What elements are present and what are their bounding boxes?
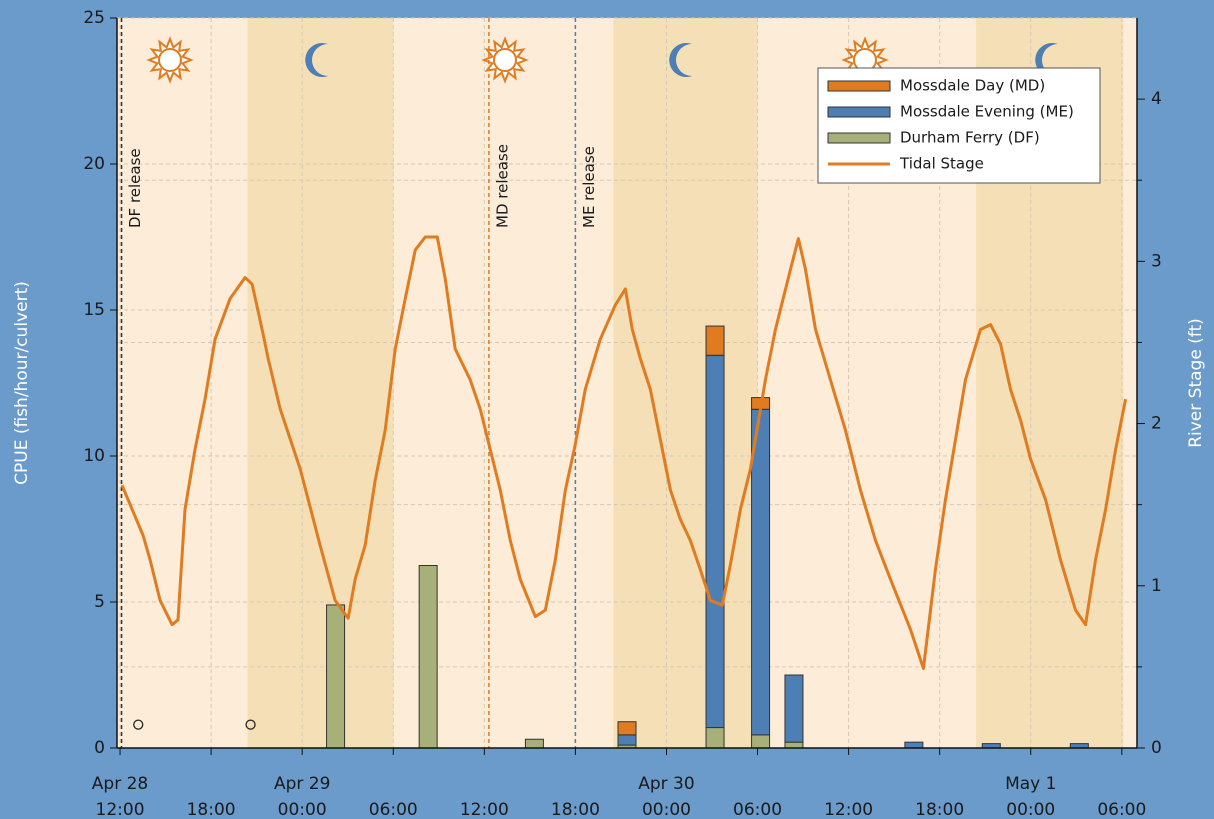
x-tick-label: 18:00 [915, 800, 964, 819]
x-date-label: Apr 30 [638, 774, 694, 794]
legend-label: Mossdale Day (MD) [900, 77, 1045, 95]
y2-tick-label: 2 [1151, 414, 1162, 434]
y-tick-label: 5 [94, 592, 105, 612]
x-tick-label: 12:00 [824, 800, 873, 819]
legend: Mossdale Day (MD) Mossdale Evening (ME) Du… [817, 67, 1101, 184]
legend-label: Tidal Stage [899, 155, 984, 173]
x-tick-label: 18:00 [187, 800, 236, 819]
x-tick-label: 00:00 [642, 800, 691, 819]
release-label: MD release [493, 144, 511, 228]
x-tick-label: 06:00 [1097, 800, 1146, 819]
tidal-line [120, 235, 1128, 671]
x-tick-label: 00:00 [278, 800, 327, 819]
x-tick-label: 00:00 [1006, 800, 1055, 819]
y-tick-label: 10 [83, 446, 105, 466]
y-tick-label: 25 [83, 8, 105, 28]
y-tick-label: 20 [83, 154, 105, 174]
x-date-label: Apr 28 [92, 774, 148, 794]
bar-segment [705, 354, 725, 729]
y2-tick-label: 3 [1151, 251, 1162, 271]
bar-segment [617, 734, 637, 746]
bar-segment [524, 738, 544, 749]
moon-icon [305, 43, 328, 77]
sun-icon [146, 36, 194, 84]
y2-tick-label: 1 [1151, 576, 1162, 596]
y-axis-title: CPUE (fish/hour/culvert) [12, 281, 32, 485]
x-tick-label: 18:00 [551, 800, 600, 819]
legend-swatch [827, 106, 891, 118]
bar-segment [326, 604, 346, 749]
bar-segment [904, 741, 924, 749]
open-marker [133, 719, 144, 730]
legend-label: Durham Ferry (DF) [900, 129, 1040, 147]
legend-label: Mossdale Evening (ME) [900, 103, 1074, 121]
night-band [613, 18, 758, 748]
bar-segment [418, 565, 438, 749]
bar-segment [705, 727, 725, 749]
legend-swatch [827, 132, 891, 144]
y-tick-label: 15 [83, 300, 105, 320]
y-tick-label: 0 [94, 738, 105, 758]
x-tick-label: 06:00 [369, 800, 418, 819]
y2-tick-label: 0 [1151, 738, 1162, 758]
x-tick-label: 12:00 [460, 800, 509, 819]
legend-swatch [827, 80, 891, 92]
x-tick-label: 12:00 [96, 800, 145, 819]
release-label: ME release [580, 146, 598, 228]
x-tick-label: 06:00 [733, 800, 782, 819]
x-date-label: May 1 [1005, 774, 1056, 794]
sun-disc [493, 48, 517, 72]
bar-segment [751, 408, 771, 736]
bar-segment [705, 325, 725, 356]
night-band [247, 18, 394, 748]
open-marker [245, 719, 256, 730]
y2-tick-label: 4 [1151, 89, 1162, 109]
sun-icon [481, 36, 529, 84]
moon-icon [669, 42, 692, 77]
bar-segment [617, 721, 637, 736]
y2-axis-title: River Stage (ft) [1186, 318, 1206, 448]
bar-segment [784, 674, 804, 743]
bar-segment [784, 741, 804, 749]
release-label: DF release [126, 148, 144, 228]
x-date-label: Apr 29 [274, 774, 330, 794]
sun-disc [158, 48, 182, 72]
bar-segment [751, 734, 771, 749]
